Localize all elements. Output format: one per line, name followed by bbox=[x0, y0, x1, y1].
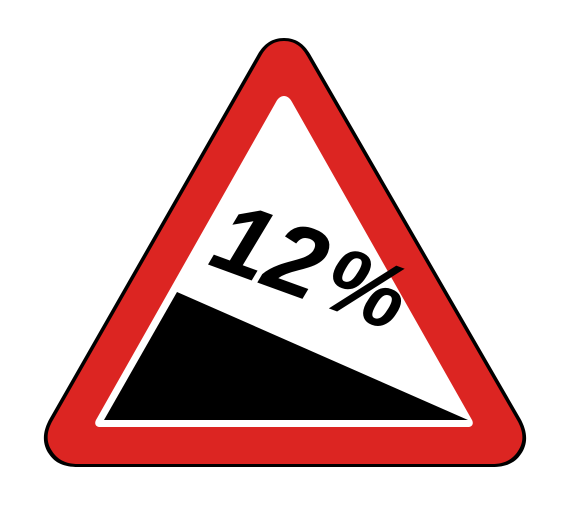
descent-slope-shape bbox=[104, 292, 468, 420]
